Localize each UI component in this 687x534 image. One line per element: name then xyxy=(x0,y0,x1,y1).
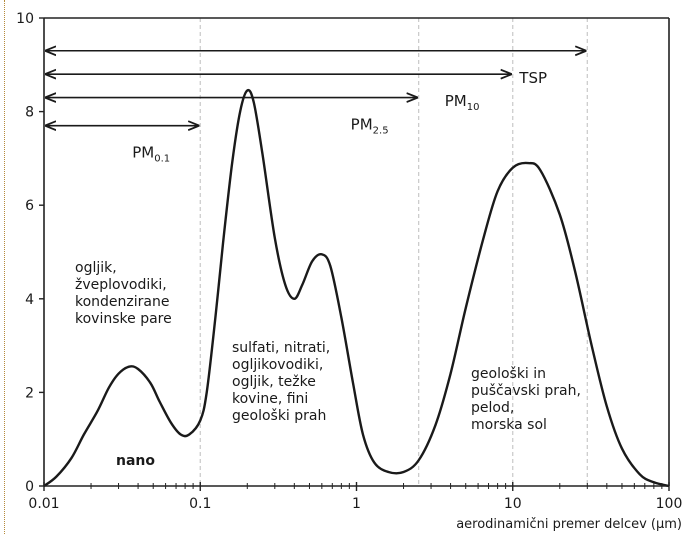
size-class-label: PM0.1 xyxy=(132,144,170,165)
size-class-label-main: TSP xyxy=(518,69,547,87)
x-tick-label: 1 xyxy=(352,496,361,512)
annotation-accumulation-sources-line: sulfati, nitrati, xyxy=(232,340,330,356)
annotation-fine-sources-line: kondenzirane xyxy=(75,294,169,310)
annotation-coarse-sources-line: morska sol xyxy=(471,417,547,433)
y-tick-label: 8 xyxy=(25,105,34,121)
annotation-fine-sources: ogljik, žveplovodiki, kondenzirane kovinske… xyxy=(75,260,172,327)
size-class-label-main: PM xyxy=(351,116,373,134)
annotations: ogljik, žveplovodiki, kondenzirane kovinske… xyxy=(75,260,581,469)
annotation-accumulation-sources: sulfati, nitrati, ogljikovodiki, ogljik, t… xyxy=(232,340,330,424)
curve-layer xyxy=(43,88,670,488)
annotation-coarse-sources-line: puščavski prah, xyxy=(471,383,581,399)
size-class-label-main: PM xyxy=(132,144,154,162)
size-class-label: TSP xyxy=(518,69,547,87)
page-edge-dotted-line xyxy=(4,0,5,534)
size-class-label-subscript: 0.1 xyxy=(154,154,170,165)
annotation-coarse-sources-line: pelod, xyxy=(471,400,514,416)
annotation-accumulation-sources-line: geološki prah xyxy=(232,408,326,424)
size-class-label: PM10 xyxy=(445,92,480,113)
annotation-nano-line: nano xyxy=(116,453,155,469)
annotation-fine-sources-line: ogljik, xyxy=(75,260,117,276)
size-class-label-subscript: 2.5 xyxy=(373,126,389,137)
annotation-accumulation-sources-line: kovine, fini xyxy=(232,391,308,407)
y-tick-label: 6 xyxy=(25,198,34,214)
size-class-label-subscript: 10 xyxy=(467,102,480,113)
annotation-fine-sources-line: žveplovodiki, xyxy=(75,277,167,293)
annotation-nano: nano xyxy=(116,453,155,469)
x-tick-label: 0.01 xyxy=(28,496,59,512)
distribution-curve xyxy=(43,88,670,488)
x-tick-label: 10 xyxy=(504,496,522,512)
x-tick-label: 100 xyxy=(656,496,683,512)
annotation-accumulation-sources-line: ogljikovodiki, xyxy=(232,357,323,373)
axes: 0 2 4 6 8 10 0.01 0.1 1 10 100 xyxy=(16,11,682,512)
size-class-label-main: PM xyxy=(445,92,467,110)
annotation-coarse-sources-line: geološki in xyxy=(471,366,546,382)
annotation-accumulation-sources-line: ogljik, težke xyxy=(232,374,316,390)
annotation-coarse-sources: geološki in puščavski prah, pelod, morska s… xyxy=(471,366,581,433)
x-axis-title: aerodinamični premer delcev (µm) xyxy=(456,517,682,532)
y-tick-label: 4 xyxy=(25,292,34,308)
y-tick-label: 2 xyxy=(25,385,34,401)
annotation-fine-sources-line: kovinske pare xyxy=(75,311,172,327)
y-tick-label: 0 xyxy=(25,479,34,495)
x-tick-label: 0.1 xyxy=(189,496,211,512)
y-tick-label: 10 xyxy=(16,11,34,27)
size-class-label: PM2.5 xyxy=(351,116,389,137)
